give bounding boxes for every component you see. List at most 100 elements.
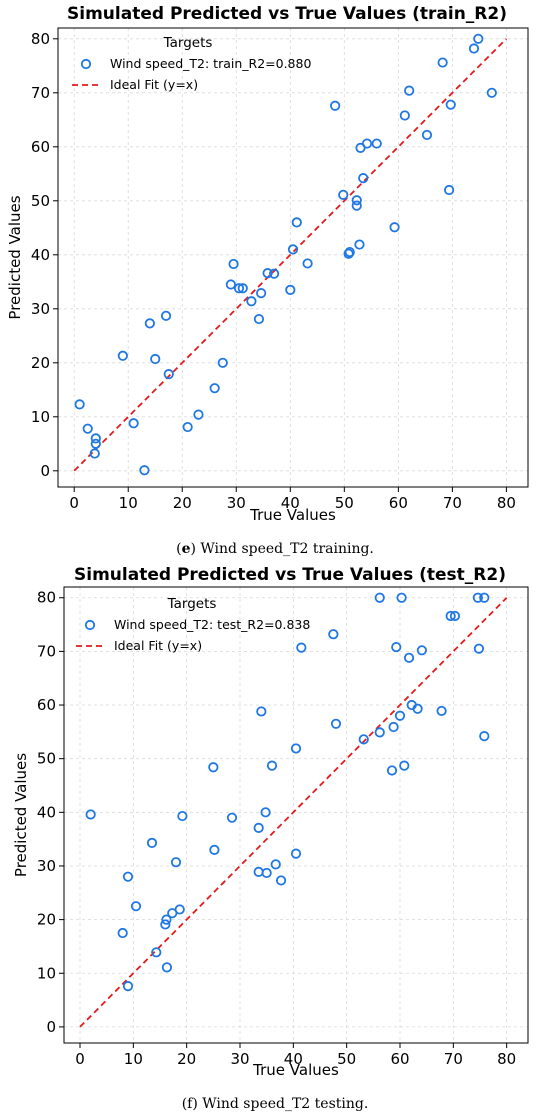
data-point [226,812,238,823]
y-tick-label: 50 [37,750,56,768]
y-tick-label: 80 [31,30,50,48]
data-point [122,871,134,882]
data-point [262,268,273,279]
data-point [228,258,239,270]
data-point [253,822,264,833]
data-point [237,283,248,294]
data-point [479,592,490,603]
data-point [85,809,96,820]
data-point [412,703,423,714]
data-point [290,743,302,754]
data-point [374,727,385,738]
x-tick-label: 10 [124,1050,143,1068]
data-point [253,866,264,877]
y-tick-label: 30 [37,857,56,875]
data-point [151,947,162,958]
chart-2: Simulated Predicted vs True Values (test… [12,565,529,1112]
y-axis-label: Predicted Values [12,753,30,877]
data-point [473,33,484,44]
data-point [445,99,456,110]
plot-frame [63,586,529,1044]
data-point [468,43,480,54]
data-point [374,592,385,603]
x-tick-label: 60 [389,494,408,512]
data-point [209,383,220,394]
data-point [388,721,399,733]
data-point [330,100,341,111]
data-point [338,189,349,200]
data-point [344,247,355,258]
data-point [163,369,174,380]
x-tick-label: 80 [497,1050,516,1068]
data-point [150,353,161,365]
data-point [358,734,369,745]
y-tick-label: 20 [31,354,50,372]
y-tick-label: 20 [37,911,56,929]
figure-caption: (f) Wind speed_T2 testing. [182,1096,369,1112]
y-tick-label: 60 [31,138,50,156]
legend-title: Targets [163,35,213,51]
data-point [351,200,362,211]
x-tick-label: 70 [443,494,462,512]
y-tick-label: 50 [31,192,50,210]
figure-caption: (e) Wind speed_T2 training. [176,541,374,557]
x-tick-label: 50 [337,1050,356,1068]
data-point [122,981,134,992]
x-tick-label: 30 [230,1050,249,1068]
data-point [403,652,415,663]
y-tick-label: 70 [31,84,50,102]
data-point [209,844,220,855]
data-point [193,409,204,420]
y-tick-label: 0 [46,1018,56,1036]
data-point [287,244,299,255]
y-tick-label: 40 [37,803,56,821]
x-tick-label: 70 [444,1050,463,1068]
data-point [416,645,427,656]
data-point [394,710,406,721]
data-point [445,610,456,622]
y-tick-label: 10 [31,408,50,426]
data-point [479,731,490,742]
data-point [170,857,182,868]
data-point [260,807,271,818]
data-point [253,313,265,325]
data-point [246,296,257,307]
y-tick-label: 10 [37,964,56,982]
y-tick-label: 60 [37,696,56,714]
data-point [139,465,150,476]
data-point [217,357,228,368]
data-point [437,57,448,68]
data-point [161,962,173,973]
data-point [449,610,461,622]
data-point [330,718,342,729]
legend-entry-fit: Ideal Fit (y=x) [110,77,198,92]
data-point [486,87,497,98]
x-tick-label: 10 [119,494,138,512]
chart-title: Simulated Predicted vs True Values (trai… [67,4,507,24]
data-point [285,284,296,295]
y-tick-label: 70 [37,642,56,660]
y-axis-label: Predicted Values [6,195,24,319]
chart-title: Simulated Predicted vs True Values (test… [74,565,506,585]
x-axis-label: True Values [252,1061,339,1079]
data-point [117,350,128,361]
data-point [399,760,410,771]
data-point [291,217,302,228]
y-tick-label: 40 [31,246,50,264]
x-tick-label: 40 [284,1050,303,1068]
data-point [225,279,236,290]
data-point [302,258,313,269]
data-point [361,138,373,149]
x-tick-label: 0 [75,1050,85,1068]
data-point [472,592,483,603]
x-tick-label: 20 [173,494,192,512]
ideal-fit-line [79,597,508,1028]
x-tick-label: 0 [69,494,79,512]
data-point [128,418,139,429]
data-point [144,318,155,329]
data-point [256,288,267,299]
data-point [256,706,267,717]
data-point [371,138,382,149]
legend-title: Targets [167,596,217,612]
